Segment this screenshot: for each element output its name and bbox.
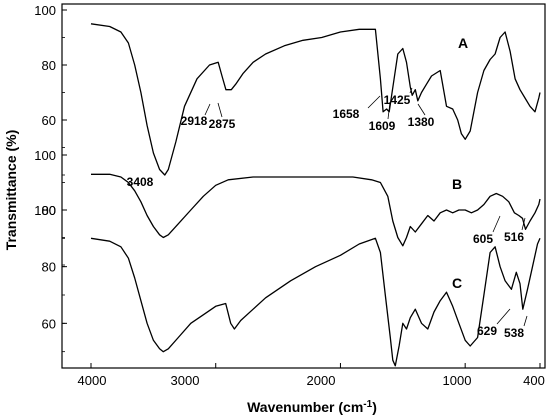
peak-label: 3408 [127, 175, 154, 189]
y-tick-label: 60 [42, 113, 56, 128]
peak-leader-line [523, 315, 528, 327]
peak-leader-line [217, 102, 223, 118]
y-axis-title: Transmittance (%) [3, 130, 19, 251]
peak-label: 2875 [209, 117, 236, 131]
peak-label: 605 [473, 232, 493, 246]
x-axis-title-main: Wavenumber (cm [247, 399, 363, 415]
peak-leader-line [417, 103, 426, 116]
peak-annotations: A 3408 2918 2875 1658 1609 1425 1380 B 605 516 C 629… [127, 35, 528, 340]
y-tick-label: 80 [42, 260, 56, 275]
x-tick-label: 1000 [443, 373, 472, 388]
x-axis-title-sup: -1 [363, 399, 372, 410]
spectrum-a [90, 23, 541, 176]
peak-leader-line [496, 308, 511, 325]
peak-label: 516 [504, 230, 524, 244]
y-tick-label: 80 [42, 58, 56, 73]
y-tick-label: 100 [34, 203, 56, 218]
y-tick-label: 80 [42, 203, 56, 218]
peak-label: 629 [477, 324, 497, 338]
peak-leader-line [387, 101, 391, 120]
x-tick-label: 3000 [171, 373, 200, 388]
panel-label-b: B [452, 176, 462, 192]
peak-leader-line [521, 217, 526, 231]
y-tick-label: 60 [42, 316, 56, 331]
spectra [90, 23, 541, 367]
panel-label-a: A [458, 35, 468, 51]
x-tick-label: 400 [523, 373, 545, 388]
peak-leader-line [492, 215, 501, 233]
spectrum-b [91, 173, 541, 247]
peak-leader-line [204, 103, 211, 116]
peak-label: 1658 [333, 107, 360, 121]
x-axis-title-close: ) [372, 399, 377, 415]
peak-label: 538 [504, 326, 524, 340]
plot-border [61, 3, 546, 369]
peak-label: 1380 [408, 115, 435, 129]
y-tick-label: 100 [34, 148, 56, 163]
peak-label: 2918 [181, 114, 208, 128]
x-tick-label: 2000 [307, 373, 336, 388]
y-tick-label: 100 [34, 3, 56, 18]
peak-label: 1425 [384, 93, 411, 107]
x-axis-title: Wavenumber (cm-1) [247, 399, 377, 415]
peak-leader-line [409, 87, 413, 94]
x-tick-label: 4000 [78, 373, 107, 388]
spectrum-c [90, 237, 541, 367]
plot-frame [61, 3, 546, 369]
peak-label: 1609 [369, 119, 396, 133]
panel-label-c: C [452, 275, 462, 291]
peak-leader-line [367, 95, 381, 109]
